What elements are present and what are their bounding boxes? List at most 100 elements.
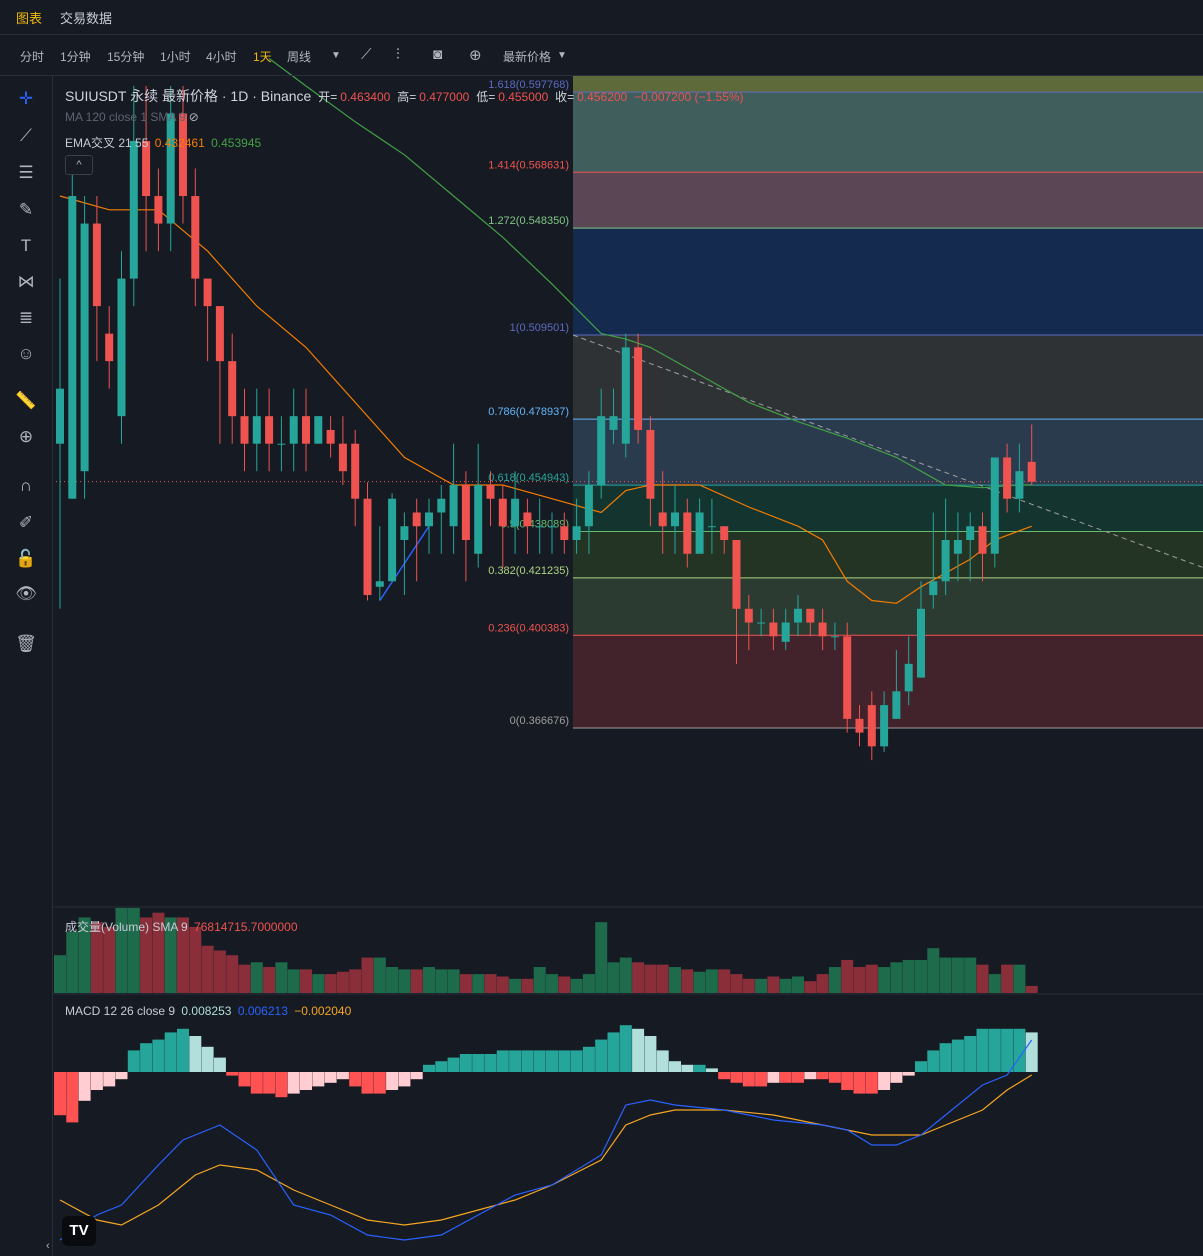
volume-bar (927, 948, 940, 993)
candle-body (830, 636, 839, 638)
volume-bar (287, 969, 300, 993)
timeframe-15m[interactable]: 15分钟 (107, 50, 145, 64)
macd-histogram-bar (66, 1072, 79, 1123)
brush-icon[interactable]: ✎ (18, 200, 34, 219)
volume-bar (718, 969, 731, 993)
candle-body (215, 306, 224, 362)
volume-bar (558, 976, 571, 993)
candle-body (511, 498, 520, 527)
fib-level-label: 0.236(0.400383) (488, 622, 569, 634)
macd-legend[interactable]: MACD 12 26 close 9 0.008253 0.006213 −0.… (65, 1004, 354, 1018)
candle-body (646, 429, 655, 499)
timeframe-1m[interactable]: 1分钟 (60, 50, 91, 64)
timeframe-dropdown-icon[interactable]: ▼ (331, 50, 341, 61)
tab-trading-data[interactable]: 交易数据 (60, 11, 113, 26)
volume-bar (435, 969, 448, 993)
macd-histogram-bar (103, 1072, 116, 1087)
indicator-icon[interactable]: ⟋ (361, 46, 372, 63)
unlock-icon[interactable]: 🔓 (15, 549, 37, 568)
macd-histogram-bar (54, 1072, 66, 1116)
camera-icon[interactable]: ◙ (433, 46, 443, 63)
emoji-icon[interactable]: ☺ (17, 344, 35, 363)
magnet-icon[interactable]: ∩ (19, 476, 33, 495)
text-icon[interactable]: T (20, 236, 32, 255)
candle-type-icon[interactable]: ⫶ (396, 46, 400, 63)
volume-bar (1001, 964, 1014, 993)
timeframe-1d[interactable]: 1天 (253, 50, 272, 64)
timeframe-1h[interactable]: 1小时 (160, 50, 191, 64)
volume-bar (164, 917, 177, 993)
timeframe-tick[interactable]: 分时 (20, 50, 45, 64)
fib-zone (573, 485, 1203, 532)
candle-body (794, 608, 802, 623)
candle-body (498, 498, 507, 527)
collapse-legend-button[interactable]: ^ (65, 155, 93, 175)
volume-bar (484, 974, 497, 993)
macd-histogram-bar (533, 1050, 546, 1072)
candle-body (166, 113, 175, 224)
ema-legend[interactable]: EMA交叉 21 55 0.432461 0.453945 (65, 134, 264, 151)
macd-histogram-bar (373, 1072, 386, 1094)
macd-histogram-bar (595, 1039, 608, 1072)
volume-legend[interactable]: 成交量(Volume) SMA 9 76814715.7000000 (65, 918, 301, 935)
volume-bar (349, 969, 362, 993)
lock-drawing-icon[interactable]: ✐ (18, 513, 34, 532)
horizontal-lines-icon[interactable]: ☰ (18, 163, 34, 182)
ma-legend[interactable]: MA 120 close 1 SMA 9 ⊘ (65, 110, 202, 124)
volume-bar (656, 964, 669, 993)
volume-bar (964, 957, 977, 993)
timeframe-1w[interactable]: 周线 (287, 50, 312, 64)
candle-body (351, 443, 360, 499)
volume-bar (841, 959, 854, 993)
trash-icon[interactable]: 🗑 (15, 634, 37, 653)
candle-body (658, 512, 667, 527)
low-label: 低= (476, 90, 496, 104)
scroll-left-icon[interactable]: ‹ (46, 1240, 50, 1252)
macd-histogram-bar (238, 1072, 251, 1087)
eye-icon[interactable]: 👁 (15, 584, 37, 603)
hidden-eye-icon[interactable]: ⊘ (188, 110, 199, 124)
zoom-in-icon[interactable]: ⊕ (18, 427, 34, 446)
volume-bar (705, 969, 718, 993)
tab-chart[interactable]: 图表 (16, 11, 43, 26)
fib-level-label: 0.5(0.438089) (501, 518, 570, 530)
volume-bar (177, 917, 189, 993)
candle-body (265, 416, 274, 444)
volume-bar (275, 962, 288, 993)
macd-histogram-bar (226, 1072, 239, 1076)
price-type-select[interactable]: 最新价格 (503, 50, 552, 64)
macd-histogram-bar (312, 1072, 325, 1087)
macd-histogram-bar (361, 1072, 374, 1094)
timeframe-4h[interactable]: 4小时 (206, 50, 237, 64)
crosshair-icon[interactable]: ✛ (18, 89, 34, 108)
candle-body (535, 526, 544, 528)
candle-body (486, 484, 495, 499)
ema-label: EMA交叉 21 55 (65, 136, 149, 150)
volume-bar (533, 967, 546, 993)
macd-histogram-bar (127, 1050, 140, 1072)
volume-bar (127, 908, 140, 993)
macd-histogram-bar (447, 1057, 460, 1072)
pattern-icon[interactable]: ⋈ (17, 272, 35, 291)
fib-level-label: 1.618(0.597768) (488, 79, 569, 91)
volume-bar (226, 955, 239, 993)
symbol-title: SUIUSDT 永续 最新价格 · 1D · Binance (65, 88, 312, 104)
volume-bar (742, 978, 755, 993)
macd-histogram-bar (336, 1072, 349, 1080)
candle-body (843, 636, 852, 719)
fib-icon[interactable]: ≣ (18, 308, 34, 327)
fib-level-label: 1(0.509501) (510, 322, 569, 334)
fib-level-label: 0(0.366676) (510, 715, 569, 727)
price-type-dropdown-icon[interactable]: ▼ (557, 50, 567, 61)
tradingview-logo[interactable]: TV (62, 1216, 96, 1246)
candle-body (289, 416, 298, 444)
ema-fast-value: 0.432461 (154, 136, 205, 150)
trend-line-icon[interactable]: ⟋ (20, 126, 32, 145)
volume-bar (521, 978, 534, 993)
volume-bar (570, 978, 583, 993)
candle-body (474, 484, 483, 554)
add-icon[interactable]: ⊕ (469, 47, 482, 64)
ruler-icon[interactable]: 📏 (15, 391, 37, 410)
volume-bar (263, 967, 276, 993)
